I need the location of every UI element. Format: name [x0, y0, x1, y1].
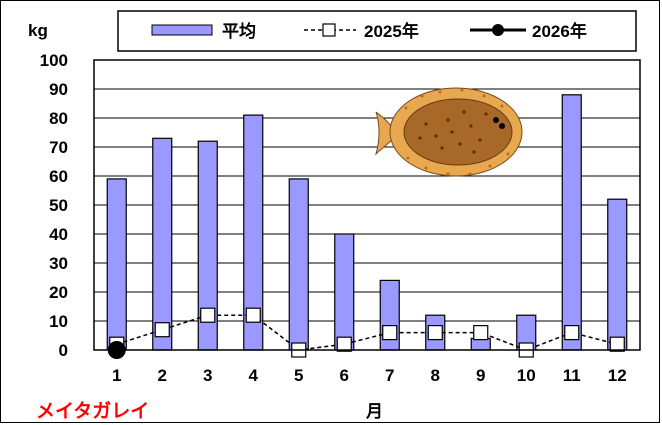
bar-average: [106, 178, 127, 351]
x-tick-labels: 1 2 3 4 5 6 7 8 9 10 11 12: [112, 366, 627, 385]
x-tick-label: 12: [608, 366, 627, 385]
x-tick-label: 8: [431, 366, 440, 385]
legend-label-2025: 2025年: [364, 21, 419, 41]
gridlines: [94, 88, 640, 322]
bar-average: [288, 178, 309, 351]
x-tick-label: 4: [249, 366, 259, 385]
marker-2025: [609, 336, 625, 352]
y-tick-label: 70: [49, 138, 68, 157]
x-tick-label: 7: [385, 366, 394, 385]
y-tick-label: 80: [49, 109, 68, 128]
x-tick-label: 10: [517, 366, 536, 385]
legend-swatch-bar: [151, 24, 213, 36]
x-tick-label: 1: [112, 366, 121, 385]
y-tick-label: 90: [49, 80, 68, 99]
legend-label-average: 平均: [222, 21, 256, 41]
x-tick-label: 3: [203, 366, 212, 385]
marker-2025: [564, 325, 580, 341]
legend: 平均 2025年 2026年: [117, 10, 637, 52]
legend-swatch-2025-marker: [322, 23, 336, 37]
marker-2025: [473, 325, 489, 341]
y-tick-label: 100: [40, 51, 68, 70]
legend-label-2026: 2026年: [532, 21, 587, 41]
plot-area-border: [93, 59, 641, 351]
x-axis-label: 月: [365, 402, 383, 421]
y-tick-label: 30: [49, 254, 68, 273]
bar-average: [561, 94, 582, 351]
x-tick-label: 5: [294, 366, 303, 385]
marker-2025: [154, 322, 170, 338]
x-tick-label: 9: [476, 366, 485, 385]
y-tick-label: 10: [49, 312, 68, 331]
species-name-label: メイタガレイ: [36, 400, 149, 422]
bar-average: [334, 233, 355, 351]
y-tick-label: 40: [49, 225, 68, 244]
legend-swatch-2026-marker: [492, 24, 504, 36]
y-tick-labels: 0 10 20 30 40 50 60 70 80 90 100: [40, 51, 68, 360]
bar-average: [607, 198, 628, 351]
line-2025-path: [116, 314, 618, 351]
marker-2025: [427, 325, 443, 341]
marker-2025: [336, 336, 352, 352]
marker-2025: [245, 307, 261, 323]
x-tick-label: 6: [340, 366, 349, 385]
y-axis-unit-label: kg: [28, 21, 48, 40]
x-tick-label: 2: [158, 366, 167, 385]
x-tick-label: 11: [563, 366, 581, 385]
y-tick-label: 50: [49, 196, 68, 215]
y-tick-label: 0: [59, 341, 68, 360]
marker-2025: [382, 325, 398, 341]
y-tick-label: 60: [49, 167, 68, 186]
y-tick-label: 20: [49, 283, 68, 302]
bar-average: [152, 137, 173, 351]
flounder-fish-icon: [374, 87, 523, 177]
marker-2025: [200, 307, 216, 323]
bar-series-average: [106, 94, 628, 351]
